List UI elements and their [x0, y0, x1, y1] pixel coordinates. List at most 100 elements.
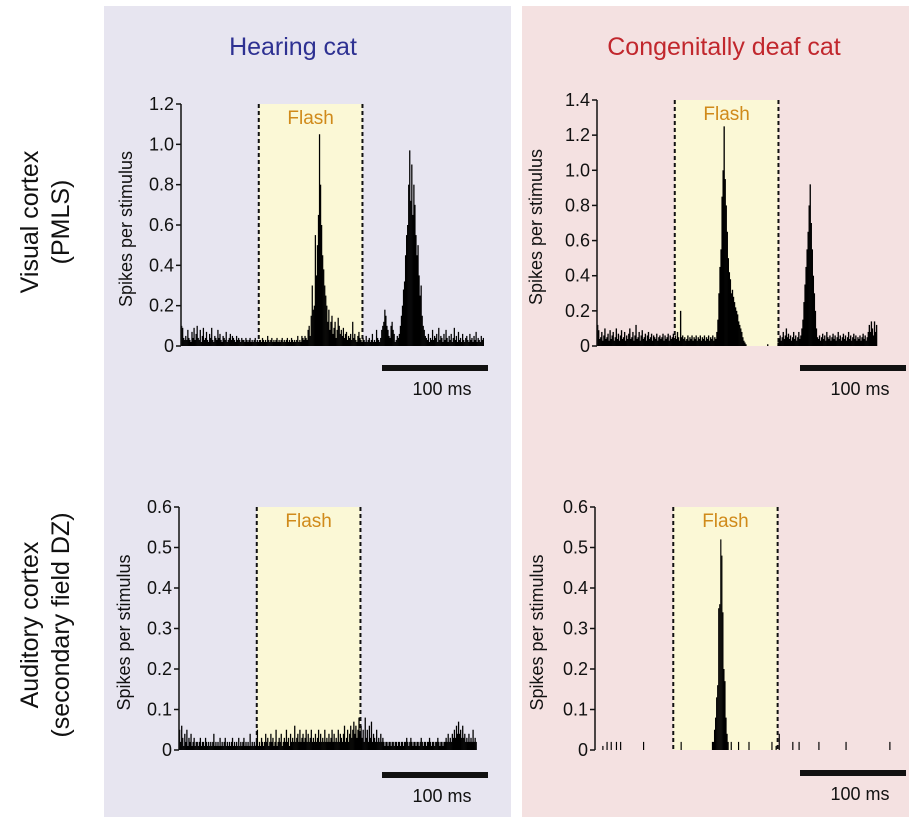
histogram-bar [196, 325, 198, 346]
visual-row-label-line2: (PMLS) [47, 180, 75, 265]
histogram-bar [336, 329, 338, 346]
histogram-bar [267, 335, 269, 346]
histogram-bar [615, 328, 618, 346]
histogram-bar [299, 339, 301, 346]
histogram-bar [329, 329, 331, 346]
histogram-bar [263, 341, 266, 346]
histogram-bar [656, 333, 658, 346]
histogram-bar [332, 333, 334, 346]
flash-window [256, 507, 361, 750]
histogram-bar [249, 337, 251, 346]
histogram-bar [720, 249, 722, 346]
histogram-bar [446, 741, 448, 750]
histogram-bar [353, 721, 355, 750]
histogram-bar [227, 745, 230, 750]
histogram-bar [465, 337, 467, 346]
histogram-bar [243, 339, 245, 346]
histogram-bar [198, 741, 200, 750]
chart-deaf-auditory: Flash 0 0.1 0.2 0.3 0.4 0.5 0.6 Spikes per stimu… [527, 497, 906, 804]
histogram-bar [860, 340, 862, 346]
histogram-bar [391, 741, 393, 750]
histogram-bar [827, 337, 829, 346]
histogram-bar [241, 745, 243, 750]
histogram-bar [274, 341, 276, 346]
histogram-bar [273, 339, 275, 346]
histogram-bar [330, 321, 332, 346]
histogram-bar [383, 321, 385, 346]
histogram-bar [311, 741, 314, 750]
histogram-bar [239, 339, 241, 346]
histogram-bar [218, 745, 220, 750]
histogram-bar [456, 733, 459, 750]
histogram-bar [424, 741, 427, 750]
histogram-bar [205, 331, 208, 346]
histogram-bar [646, 335, 649, 346]
histogram-bar [828, 338, 830, 346]
histogram-bar [854, 338, 856, 346]
histogram-bar [276, 745, 278, 750]
flash-window [258, 104, 363, 346]
histogram-bar [342, 327, 345, 346]
histogram-bar [674, 335, 677, 346]
histogram-bar [384, 309, 386, 346]
histogram-bar [294, 725, 296, 750]
histogram-bar [727, 741, 729, 750]
histogram-bar [454, 737, 457, 750]
histogram-bar [334, 741, 336, 750]
histogram-bar [707, 335, 710, 346]
histogram-bar [463, 339, 465, 346]
histogram-bar [701, 337, 704, 346]
histogram-bar [391, 321, 393, 346]
histogram-bar [694, 338, 696, 346]
histogram-bar [820, 337, 823, 346]
histogram-bar [215, 337, 217, 346]
histogram-bar [341, 335, 343, 346]
histogram-bar [277, 741, 279, 750]
histogram-bar [183, 745, 185, 750]
histogram-bar [213, 341, 215, 346]
histogram-bar [784, 335, 787, 346]
histogram-bar [420, 285, 422, 346]
histogram-bar [641, 330, 643, 346]
histogram-bar [465, 741, 467, 750]
histogram-bar [252, 341, 254, 346]
histogram-bar [346, 339, 349, 346]
histogram-bar [355, 339, 357, 346]
histogram-bar [477, 337, 479, 346]
histogram-bar [473, 335, 475, 346]
histogram-bar [225, 331, 227, 346]
histogram-bar [457, 721, 460, 750]
histogram-bar [368, 337, 370, 346]
histogram-bar [373, 737, 376, 750]
histogram-bar [347, 335, 350, 346]
histogram-bar [836, 337, 838, 346]
histogram-bar [728, 272, 731, 346]
histogram-bar [380, 733, 382, 750]
histogram-bar [244, 745, 246, 750]
histogram-bar [469, 333, 471, 346]
histogram-bar [383, 741, 385, 750]
histogram-bar [201, 335, 203, 346]
histogram-bar [685, 340, 687, 346]
y-tick-label: 0.8 [149, 175, 174, 195]
histogram-bar [376, 729, 378, 750]
histogram-bar [451, 733, 453, 750]
chart-hearing-auditory: Flash 0 0.1 0.2 0.3 0.4 0.5 0.6 Spikes per stimu… [114, 497, 488, 806]
histogram-bar [374, 741, 377, 750]
histogram-bar [735, 310, 738, 346]
histogram-bar [182, 327, 184, 346]
histogram-bar [196, 741, 198, 750]
histogram-bar [295, 341, 297, 346]
histogram-bar [396, 745, 399, 750]
histogram-bar [338, 741, 340, 750]
histogram-bar [411, 741, 413, 750]
histogram-bar [478, 339, 480, 346]
histogram-bar [291, 339, 294, 346]
histogram-bar [267, 737, 269, 750]
histogram-bar [280, 733, 282, 750]
histogram-bar [445, 737, 447, 750]
histogram-bar [379, 741, 381, 750]
y-tick-label: 0.1 [563, 700, 588, 720]
histogram-bar [706, 338, 709, 346]
